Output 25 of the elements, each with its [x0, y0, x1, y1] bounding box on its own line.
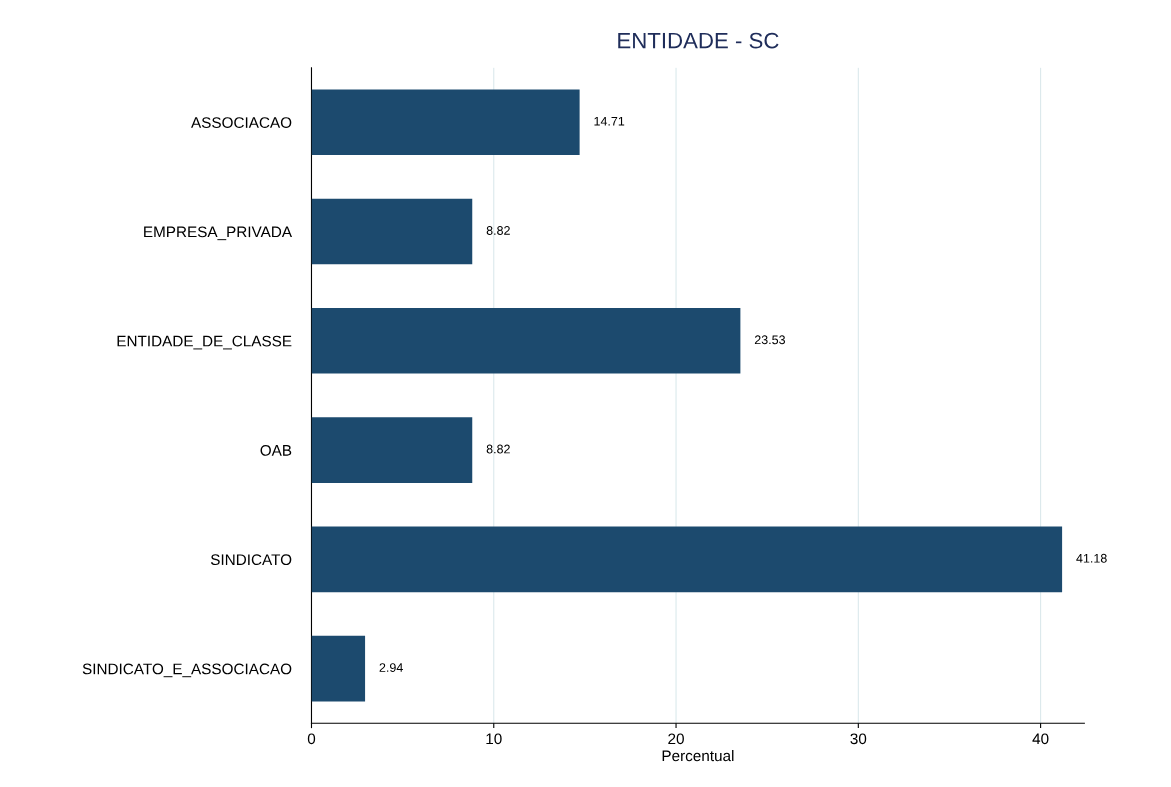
x-tick-label: 0 — [307, 733, 316, 745]
chart-title: ENTIDADE - SC — [618, 32, 779, 49]
x-tick-label: 30 — [850, 733, 867, 745]
y-tick-label: ASSOCIACAO — [191, 117, 292, 128]
y-tick-label: OAB — [260, 444, 292, 456]
y-tick-label: SINDICATO — [210, 554, 292, 566]
bar — [311, 198, 473, 265]
data-label: 8.82 — [486, 444, 510, 454]
bar — [311, 308, 741, 374]
bar — [311, 635, 366, 702]
data-label: 14.71 — [594, 116, 625, 126]
x-tick-label: 20 — [668, 733, 684, 745]
y-tick-label: ENTIDADE_DE_CLASSE — [117, 335, 292, 350]
bar — [311, 417, 473, 483]
data-label: 8.82 — [486, 226, 510, 235]
bar — [311, 526, 1063, 593]
y-tick-label: EMPRESA_PRIVADA — [144, 226, 293, 241]
data-label: 23.53 — [754, 335, 786, 345]
data-label: 41.18 — [1076, 553, 1107, 563]
x-tick-label: 10 — [486, 733, 502, 745]
y-tick-label: SINDICATO_E_ASSOCIACAO — [82, 663, 292, 678]
bar — [311, 89, 580, 156]
x-axis-title: Percentual — [662, 749, 734, 762]
data-label: 2.94 — [379, 663, 403, 672]
x-tick-label: 40 — [1032, 733, 1049, 745]
